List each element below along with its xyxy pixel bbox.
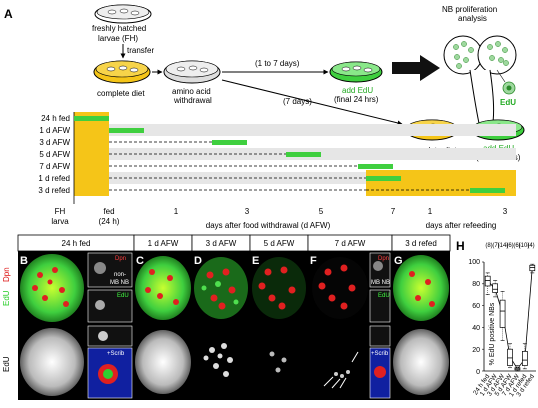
- panel-h-yticks: 0 20 40 60 80 100: [468, 259, 480, 376]
- panel-h-letter: H: [456, 239, 465, 253]
- micrograph-headers: 24 h fed 1 d AFW 3 d AFW 5 d AFW 7 d AFW…: [17, 234, 451, 252]
- inset-edu-f: EdU: [378, 293, 390, 299]
- header-label: 1 d AFW: [148, 239, 179, 248]
- panel-h-ylabel: % EdU positive NBs: [489, 302, 496, 365]
- header-label: 7 d AFW: [335, 239, 366, 248]
- aa-withdrawal-label-2: withdrawal: [173, 96, 212, 105]
- count-label: (4): [527, 243, 534, 249]
- axis-r1: 1: [428, 207, 433, 216]
- row-label: 7 d AFW: [39, 162, 70, 171]
- axis-t7: 7: [391, 207, 396, 216]
- axis-fed24: (24 h): [99, 217, 120, 226]
- axis-t1: 1: [174, 207, 179, 216]
- panel-letter: F: [310, 255, 317, 267]
- panel-letter: B: [20, 255, 28, 267]
- panel-letters-top: B C D E F G: [20, 255, 403, 267]
- arrow-1to7-label: (1 to 7 days): [255, 59, 300, 68]
- complete-diet-dish: [93, 60, 151, 84]
- count-label: (6): [513, 243, 520, 249]
- panel-letter: G: [394, 255, 403, 267]
- panel-a-letter: A: [4, 7, 13, 21]
- axis-r3: 3: [503, 207, 508, 216]
- panel-h-counts: (8) (7) (14) (6) (6) (10) (4): [485, 243, 534, 249]
- fh-label-1: freshly hatched: [92, 24, 146, 33]
- inset-mbnb: MB NB: [110, 280, 129, 286]
- inset-non: non-: [114, 272, 126, 278]
- count-label: (10): [519, 243, 530, 249]
- panel-letter: D: [194, 255, 202, 267]
- row-label: 3 d refed: [38, 186, 70, 195]
- box: [492, 283, 498, 293]
- arrow-7-label: (7 days): [283, 97, 312, 106]
- box: [522, 351, 528, 366]
- complete-diet-label: complete diet: [97, 89, 145, 98]
- row-label: 24 h fed: [41, 114, 70, 123]
- aa-withdrawal-label-1: amino acid: [172, 87, 211, 96]
- axis-t3: 3: [245, 207, 250, 216]
- timeline-row-labels: 24 h fed 1 d AFW 3 d AFW 5 d AFW 7 d AFW…: [38, 114, 70, 195]
- y-tick-label: 100: [468, 259, 480, 266]
- row-label: 5 d AFW: [39, 150, 70, 159]
- axis-days-refeed: days after refeeding: [426, 221, 497, 230]
- inset-scrib: +Scrib: [107, 351, 125, 357]
- box: [499, 299, 506, 328]
- fh-dish: [94, 4, 152, 24]
- inset-edu: EdU: [117, 293, 129, 299]
- add-edu-label-1: add EdU: [342, 86, 373, 95]
- box: [484, 275, 491, 287]
- micrograph-row-top: [18, 251, 450, 324]
- header-label: 24 h fed: [62, 239, 91, 248]
- final-24-label-1: (final 24 hrs): [334, 95, 379, 104]
- aa-withdrawal-dish: [163, 60, 221, 84]
- header-label: 3 d AFW: [206, 239, 237, 248]
- inset-dpn-f: Dpn: [378, 256, 389, 262]
- y-tick-label: 80: [472, 281, 480, 288]
- count-label: (6): [506, 243, 513, 249]
- axis-fed: fed: [103, 207, 114, 216]
- count-label: (8): [485, 243, 492, 249]
- inset-scrib-labels: +Scrib +Scrib: [107, 351, 389, 357]
- side-label-edu: EdU: [2, 290, 11, 306]
- panel-letter: E: [252, 255, 259, 267]
- nb-analysis-label-1: NB proliferation: [442, 5, 497, 14]
- box: [507, 348, 513, 366]
- y-tick-label: 40: [472, 325, 480, 332]
- count-label: (7): [492, 243, 499, 249]
- fh-label-2: larvae (FH): [98, 34, 138, 43]
- brain-diagram: [443, 35, 517, 132]
- edu-dish-1: [329, 61, 383, 83]
- inset-mbnb-f: MB NB: [371, 280, 390, 286]
- side-label-dpn: Dpn: [2, 267, 11, 282]
- row-label: 1 d AFW: [39, 126, 70, 135]
- y-tick-label: 20: [472, 347, 480, 354]
- row-label: 1 d refed: [38, 174, 70, 183]
- big-arrow: [392, 55, 440, 81]
- micrograph-row-bottom: [18, 324, 450, 400]
- timeline-axis: FH larva fed (24 h) 1 3 5 7 1 3 days aft…: [51, 207, 507, 230]
- transfer-label: transfer: [127, 46, 154, 55]
- y-tick-label: 0: [476, 369, 480, 376]
- y-tick-label: 60: [472, 303, 480, 310]
- inset-dpn: Dpn: [115, 256, 126, 262]
- axis-larva: larva: [51, 217, 69, 226]
- panel-letter: C: [136, 255, 144, 267]
- header-label: 5 d AFW: [264, 239, 295, 248]
- axis-fh: FH: [55, 207, 66, 216]
- inset-labels: Dpn non- MB NB EdU Dpn MB NB EdU: [110, 256, 390, 299]
- edu-small-label: EdU: [500, 98, 516, 107]
- timeline: [73, 112, 516, 204]
- panel-h-plot: [482, 261, 536, 372]
- box: [529, 264, 536, 272]
- inset-scrib-f: +Scrib: [371, 351, 389, 357]
- nb-analysis-label-2: analysis: [458, 14, 487, 23]
- count-label: (14): [498, 243, 509, 249]
- header-label: 3 d refed: [405, 239, 437, 248]
- side-label-edu2: EdU: [2, 356, 11, 372]
- axis-t5: 5: [319, 207, 324, 216]
- row-label: 3 d AFW: [39, 138, 70, 147]
- axis-days-afw: days after food withdrawal (d AFW): [206, 221, 331, 230]
